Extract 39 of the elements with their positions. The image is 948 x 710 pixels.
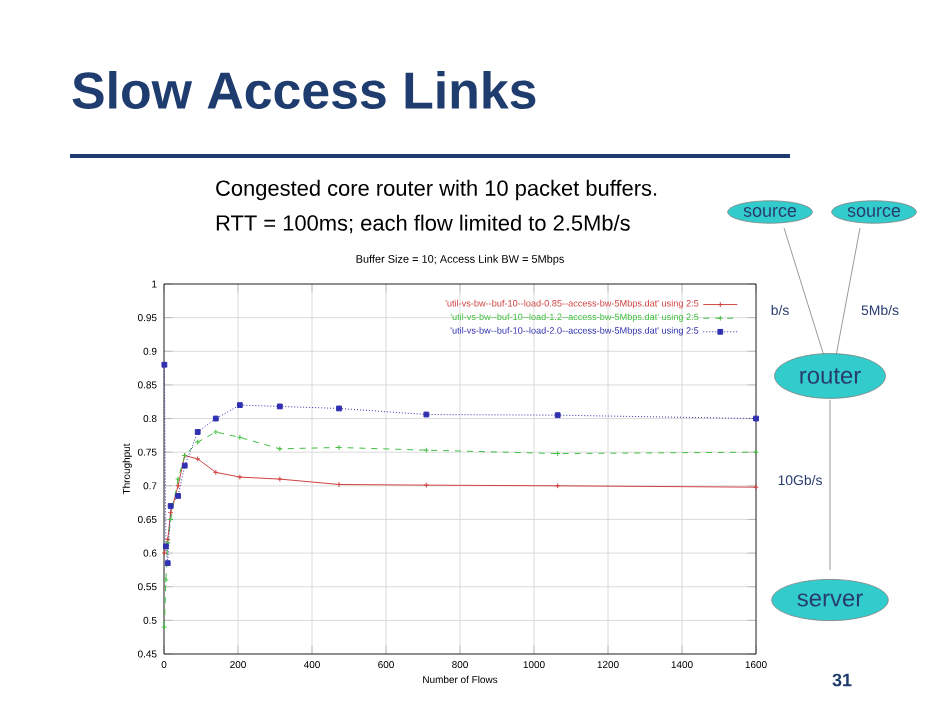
point xyxy=(194,456,201,462)
point xyxy=(162,577,169,583)
point xyxy=(276,476,283,482)
point xyxy=(175,476,181,482)
point xyxy=(423,411,430,418)
point xyxy=(236,434,243,441)
chart-title: Slow Access Links xyxy=(72,70,536,110)
point xyxy=(194,429,201,435)
point xyxy=(423,482,430,489)
point xyxy=(161,624,168,630)
text: router xyxy=(800,368,861,384)
point xyxy=(167,509,174,516)
point xyxy=(554,482,561,489)
point xyxy=(175,482,181,489)
point xyxy=(167,503,174,509)
point xyxy=(212,429,219,435)
point xyxy=(212,415,219,422)
text: Congested core router with 10 packet buffers. xyxy=(216,179,657,201)
point xyxy=(161,361,168,368)
point xyxy=(423,447,430,454)
point xyxy=(753,449,759,456)
text: server xyxy=(797,593,863,607)
point xyxy=(164,560,171,567)
text: RTT = 100ms; each flow limited to 2.5Mb/s xyxy=(216,214,630,234)
point xyxy=(554,412,561,419)
point xyxy=(212,469,219,476)
text: source xyxy=(847,207,901,217)
point xyxy=(336,405,342,412)
point xyxy=(236,402,243,408)
point xyxy=(753,415,759,422)
point xyxy=(181,462,188,469)
point xyxy=(194,439,201,445)
text: source xyxy=(743,207,797,217)
point xyxy=(276,445,283,452)
point xyxy=(175,493,181,499)
point xyxy=(236,474,243,480)
point xyxy=(276,403,283,410)
text: 31 xyxy=(832,673,852,687)
point xyxy=(167,516,174,523)
